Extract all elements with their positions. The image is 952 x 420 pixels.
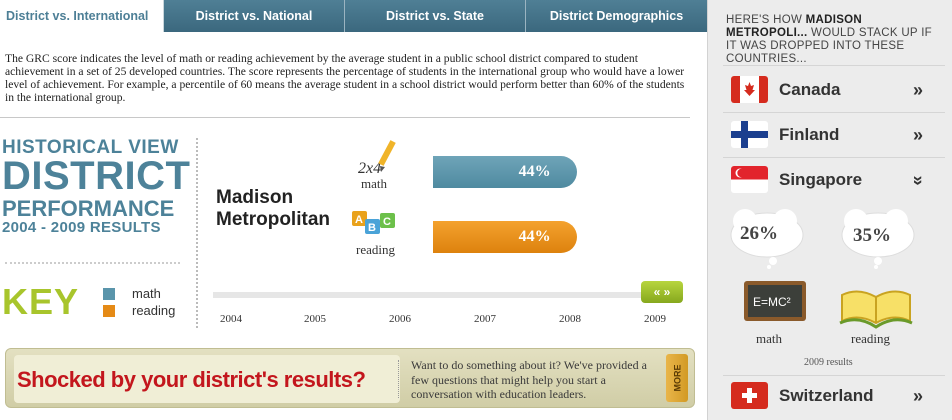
divider (723, 157, 945, 158)
divider (398, 360, 399, 398)
district-name-line1: Madison (216, 187, 294, 208)
divider (723, 65, 945, 66)
country-name: Finland (779, 125, 840, 144)
open-book-icon (839, 290, 913, 329)
switzerland-flag-icon (731, 382, 768, 409)
canada-flag-icon (731, 76, 768, 103)
tab-district-vs-national[interactable]: District vs. National (164, 0, 345, 32)
country-row-switzerland[interactable]: Switzerland » (723, 374, 945, 418)
year-tick-label: 2007 (474, 313, 496, 325)
panel-heading-post: WOULD STACK UP IF IT WAS DROPPED INTO TH… (726, 27, 933, 65)
more-button-label: MORE (672, 364, 682, 392)
chevron-down-icon: » (908, 175, 929, 186)
more-button[interactable]: MORE (666, 354, 688, 402)
math-bar: 44% (433, 156, 577, 188)
district-name: Madison Metropolitan (216, 187, 330, 231)
math-pencil-icon: 2x4 (358, 140, 396, 177)
divider (196, 138, 198, 328)
finland-flag-icon (731, 121, 768, 148)
divider (723, 375, 945, 376)
reading-percentile: 35% (853, 225, 891, 246)
chevron-right-icon: » (912, 386, 923, 406)
key-title: KEY (2, 281, 80, 322)
banner-text: Want to do something about it? We've pro… (411, 358, 647, 401)
tab-district-vs-international[interactable]: District vs. International (0, 0, 164, 32)
math-bar-value: 44% (518, 163, 551, 180)
math-result-label: math (756, 331, 782, 346)
chalkboard-formula: E=MC² (753, 295, 791, 309)
divider (723, 112, 945, 113)
math-thought-cloud-icon (730, 209, 804, 269)
math-icon-text: 2x4 (358, 160, 381, 177)
district-heading: DISTRICT (2, 154, 191, 198)
singapore-flag-icon (731, 166, 768, 193)
panel-heading-district: MADISON METROPOLI... (726, 14, 863, 39)
country-row-finland[interactable]: Finland » (723, 113, 945, 157)
grc-description: The GRC score indicates the level of mat… (5, 52, 685, 104)
block-b-letter: B (368, 222, 376, 234)
district-name-line2: Metropolitan (216, 209, 330, 230)
year-tick-label: 2005 (304, 313, 326, 325)
math-percentile: 26% (740, 223, 778, 244)
divider (0, 117, 690, 118)
abc-blocks-icon: A B C (352, 211, 395, 234)
country-name: Canada (779, 80, 841, 99)
key-math-swatch (103, 288, 115, 300)
chevron-right-icon: » (912, 125, 923, 145)
results-range-heading: 2004 - 2009 RESULTS (2, 219, 161, 236)
reading-bar: 44% (433, 221, 577, 253)
historical-view-label: HISTORICAL VIEW (2, 137, 179, 158)
year-tick-label: 2008 (559, 313, 581, 325)
block-c-letter: C (383, 216, 391, 228)
chevron-right-icon: » (912, 80, 923, 100)
performance-heading: PERFORMANCE (2, 196, 175, 221)
year-slider-handle[interactable]: « » (641, 281, 683, 303)
year-tick-label: 2006 (389, 313, 411, 325)
chalkboard-icon: E=MC² (744, 281, 806, 321)
country-name: Switzerland (779, 386, 874, 405)
reading-bar-value: 44% (518, 228, 551, 245)
country-name: Singapore (779, 170, 863, 189)
banner-title: Shocked by your district's results? (17, 367, 366, 392)
reading-thought-cloud-icon (841, 209, 915, 269)
year-tick-label: 2004 (220, 313, 242, 325)
results-year-note: 2009 results (804, 357, 853, 368)
panel-heading-pre: HERE'S HOW (726, 14, 803, 26)
country-row-singapore[interactable]: Singapore » (723, 158, 945, 202)
key-reading-swatch (103, 305, 115, 317)
country-row-canada[interactable]: Canada » (723, 68, 945, 112)
tab-bar: District vs. International District vs. … (0, 0, 707, 32)
reading-result-label: reading (851, 331, 890, 346)
reading-subject-label: reading (356, 242, 395, 257)
banner-title-panel (14, 355, 400, 403)
call-to-action-banner (5, 348, 695, 408)
tab-district-demographics[interactable]: District Demographics (526, 0, 707, 32)
year-slider-track[interactable] (213, 292, 661, 298)
key-reading-label: reading (132, 303, 176, 318)
math-subject-label: math (361, 176, 387, 191)
block-a-letter: A (355, 214, 363, 226)
tab-district-vs-state[interactable]: District vs. State (345, 0, 526, 32)
divider (5, 262, 180, 264)
key-math-label: math (132, 286, 161, 301)
panel-heading: HERE'S HOW MADISON METROPOLI... WOULD ST… (726, 14, 946, 66)
year-tick-label: 2009 (644, 313, 666, 325)
